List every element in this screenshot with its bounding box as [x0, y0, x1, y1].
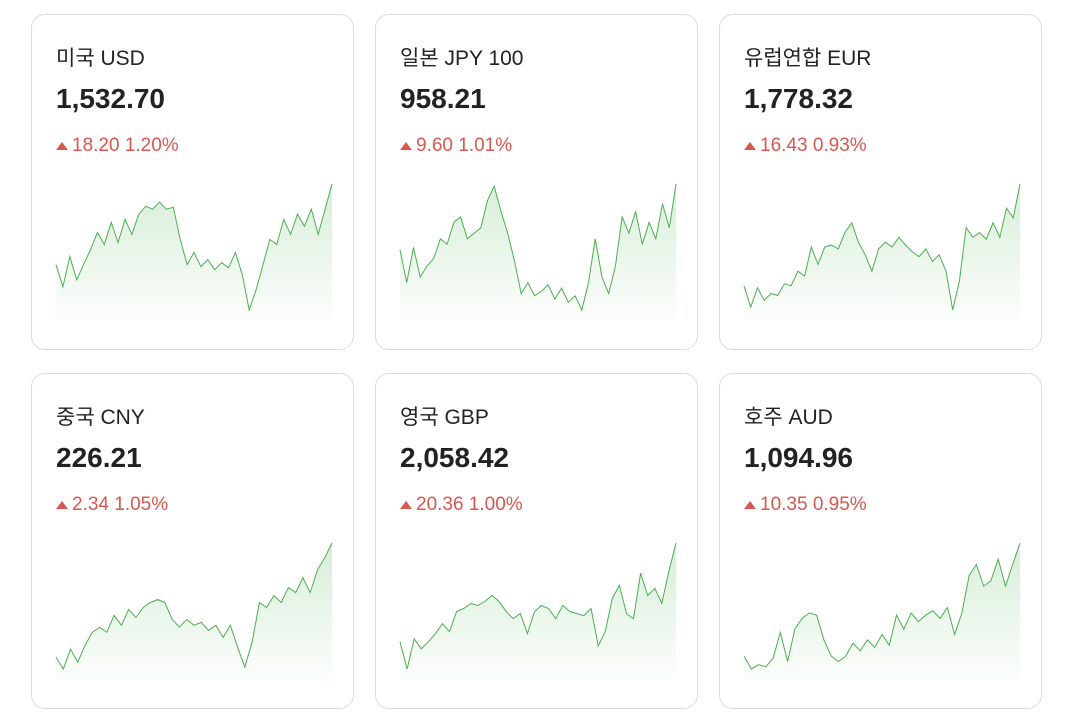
change-value: 2.34	[72, 494, 109, 515]
currency-card[interactable]: 일본 JPY 100 958.21 9.60 1.01%	[375, 14, 698, 350]
sparkline	[399, 542, 677, 679]
change-value: 20.36	[416, 494, 464, 515]
up-arrow-shape	[744, 141, 756, 150]
sparkline	[55, 542, 333, 679]
up-arrow-shape	[56, 500, 68, 509]
change-value: 18.20	[72, 135, 120, 156]
change-value: 16.43	[760, 135, 808, 156]
up-arrow	[56, 500, 68, 509]
sparkline-area	[400, 543, 676, 679]
sparkline-line	[399, 542, 677, 670]
currency-card[interactable]: 중국 CNY 226.21 2.34 1.05%	[31, 373, 354, 709]
up-arrow	[400, 500, 412, 509]
change-row: 16.43 0.93%	[744, 135, 867, 157]
change-value: 10.35	[760, 494, 808, 515]
change-percent: 1.05%	[114, 494, 169, 515]
exchange-rate: 1,532.70	[56, 83, 165, 114]
currency-name: 일본 JPY 100	[400, 47, 524, 70]
sparkline-line	[743, 542, 1021, 670]
currency-name: 미국 USD	[56, 47, 145, 70]
change-row: 10.35 0.95%	[744, 494, 867, 516]
sparkline-line	[55, 183, 333, 312]
currency-card[interactable]: 유럽연합 EUR 1,778.32 16.43 0.93%	[719, 14, 1042, 350]
currency-card[interactable]: 미국 USD 1,532.70 18.20 1.20%	[31, 14, 354, 350]
change-percent: 1.20%	[124, 135, 179, 156]
up-arrow	[744, 500, 756, 509]
up-arrow	[56, 141, 68, 150]
exchange-rate: 958.21	[400, 83, 486, 114]
currency-name: 유럽연합 EUR	[744, 47, 872, 70]
change-row: 2.34 1.05%	[56, 494, 168, 516]
change-value: 9.60	[416, 135, 453, 156]
change-percent: 0.95%	[812, 494, 867, 515]
sparkline-area	[56, 543, 332, 679]
sparkline-area	[744, 543, 1020, 679]
up-arrow-shape	[400, 500, 412, 509]
change-percent: 0.93%	[812, 135, 867, 156]
currency-card[interactable]: 호주 AUD 1,094.96 10.35 0.95%	[719, 373, 1042, 709]
change-row: 9.60 1.01%	[400, 135, 512, 157]
up-arrow-shape	[56, 141, 68, 150]
change-percent: 1.00%	[468, 494, 523, 515]
change-row: 20.36 1.00%	[400, 494, 523, 516]
exchange-rate: 1,094.96	[744, 442, 853, 473]
sparkline	[55, 183, 333, 320]
currency-name: 영국 GBP	[400, 406, 489, 429]
currency-card[interactable]: 영국 GBP 2,058.42 20.36 1.00%	[375, 373, 698, 709]
up-arrow-shape	[744, 500, 756, 509]
sparkline-area	[56, 184, 332, 320]
currency-name: 중국 CNY	[56, 406, 145, 429]
sparkline-line	[743, 183, 1021, 311]
sparkline-line	[399, 183, 677, 312]
change-row: 18.20 1.20%	[56, 135, 179, 157]
sparkline-line	[55, 542, 333, 671]
up-arrow-shape	[400, 141, 412, 150]
up-arrow	[744, 141, 756, 150]
sparkline	[743, 183, 1021, 320]
exchange-rate: 2,058.42	[400, 442, 509, 473]
sparkline	[743, 542, 1021, 679]
sparkline-area	[400, 184, 676, 320]
exchange-rate: 226.21	[56, 442, 142, 473]
exchange-rate: 1,778.32	[744, 83, 853, 114]
sparkline-area	[744, 184, 1020, 320]
sparkline	[399, 183, 677, 320]
up-arrow	[400, 141, 412, 150]
change-percent: 1.01%	[458, 135, 513, 156]
currency-name: 호주 AUD	[744, 406, 833, 429]
